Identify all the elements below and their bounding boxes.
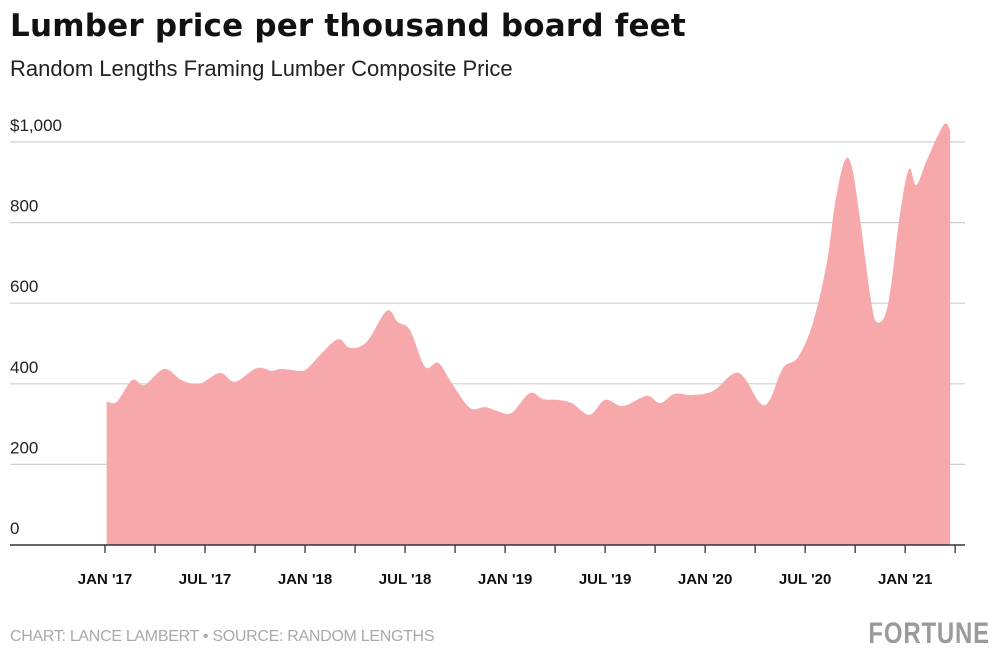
x-tick-label: JAN '20: [678, 571, 732, 588]
chart-credit: CHART: LANCE LAMBERT • SOURCE: RANDOM LE…: [10, 628, 435, 645]
y-tick-label: 0: [10, 519, 19, 538]
chart-subtitle: Random Lengths Framing Lumber Composite …: [10, 56, 513, 81]
y-tick-label: $1,000: [10, 116, 62, 135]
y-tick-label: 800: [10, 197, 38, 216]
y-tick-label: 600: [10, 277, 38, 296]
fortune-logo: FORTUNE: [868, 617, 990, 650]
x-tick-label: JUL '20: [779, 571, 832, 588]
y-tick-label: 200: [10, 438, 38, 457]
price-area: [106, 123, 951, 545]
y-tick-label: 400: [10, 358, 38, 377]
x-tick-label: JAN '18: [278, 571, 332, 588]
x-tick-label: JAN '17: [78, 571, 132, 588]
x-tick-label: JUL '18: [379, 571, 432, 588]
x-tick-label: JUL '19: [579, 571, 632, 588]
x-tick-label: JAN '21: [878, 571, 932, 588]
chart-title: Lumber price per thousand board feet: [10, 8, 686, 44]
x-tick-label: JUL '17: [179, 571, 232, 588]
x-tick-label: JAN '19: [478, 571, 532, 588]
